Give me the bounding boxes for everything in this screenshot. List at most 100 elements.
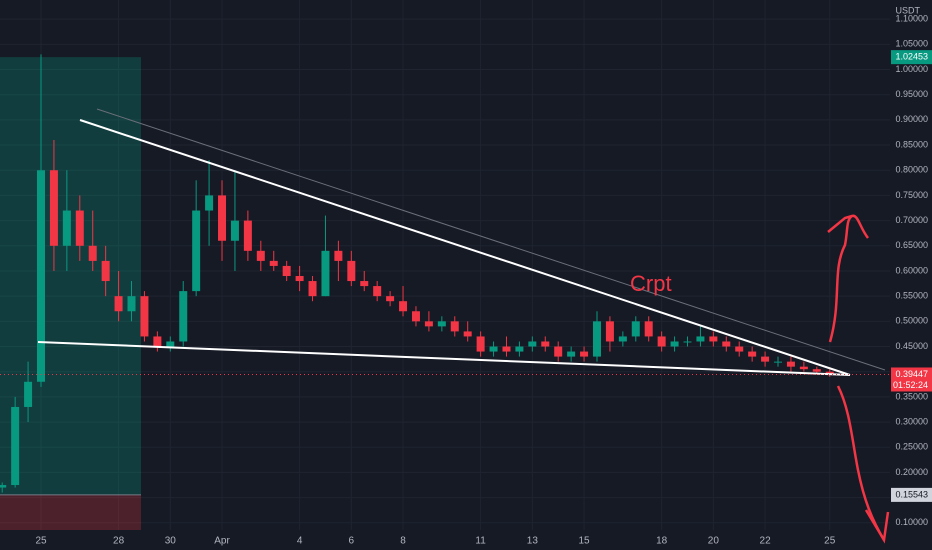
trendline-upper	[79, 119, 851, 376]
candle-body	[127, 296, 136, 312]
x-tick-label: Apr	[214, 536, 230, 547]
axes: 0.100000.150000.200000.250000.300000.350…	[0, 14, 932, 547]
candle-body	[295, 276, 304, 282]
candle-body	[554, 346, 563, 357]
candle-body	[321, 250, 330, 297]
candle-body	[230, 220, 239, 241]
candle-body	[37, 170, 45, 382]
price-axis	[890, 0, 932, 550]
candle-body	[489, 346, 498, 352]
candle-body	[541, 341, 550, 347]
y-tick-label: 0.70000	[895, 215, 928, 225]
y-tick-label: 0.30000	[895, 416, 928, 426]
x-tick-label: 30	[165, 536, 177, 547]
candle-body	[618, 336, 627, 342]
candle-body	[179, 291, 188, 342]
x-tick-label: 28	[113, 536, 125, 547]
candle-body	[825, 371, 834, 375]
candle-body	[735, 346, 744, 352]
x-tick-label: 15	[578, 536, 590, 547]
candle-body	[360, 281, 369, 287]
x-tick-label: 25	[35, 536, 47, 547]
y-tick-label: 0.80000	[895, 165, 928, 175]
candle-body	[722, 341, 731, 347]
candle-body	[774, 361, 783, 363]
candle-body	[631, 321, 640, 337]
candle-body	[205, 195, 214, 211]
y-tick-label: 1.10000	[895, 14, 928, 24]
x-tick-label: 18	[656, 536, 668, 547]
candle-body	[101, 260, 110, 282]
candle-body	[88, 245, 97, 261]
candle-body	[411, 311, 420, 322]
candle-body	[657, 336, 666, 347]
candle-body	[334, 250, 343, 261]
y-tick-label: 0.95000	[895, 89, 928, 99]
candle-body	[786, 361, 795, 367]
position-zones	[0, 57, 141, 530]
candle-body	[644, 321, 653, 337]
x-tick-label: 20	[708, 536, 720, 547]
y-tick-label: 0.45000	[895, 341, 928, 351]
candle-body	[424, 321, 433, 327]
candle-body	[256, 250, 265, 261]
y-tick-label: 0.35000	[895, 391, 928, 401]
candle-body	[463, 331, 472, 337]
arrow-down-head	[864, 509, 890, 544]
currency-label: USDT	[896, 5, 921, 15]
candle-body	[476, 336, 485, 352]
candle-body	[269, 260, 278, 266]
y-tick-label: 0.25000	[895, 442, 928, 452]
candle-body	[799, 366, 808, 370]
candle-body	[515, 346, 524, 352]
candle-body	[761, 356, 770, 362]
y-tick-label: 0.90000	[895, 114, 928, 124]
target-tag	[891, 50, 932, 65]
candle-body	[567, 351, 576, 357]
candle-body	[11, 406, 20, 486]
candle-body	[437, 321, 446, 327]
candle-body	[605, 321, 614, 342]
trendline-lower	[37, 341, 851, 376]
candle-body	[243, 220, 252, 251]
candle-body	[592, 321, 601, 357]
candle-body	[812, 369, 821, 372]
candle-body	[192, 210, 201, 292]
y-tick-label: 0.65000	[895, 240, 928, 250]
x-tick-label: 25	[824, 536, 836, 547]
y-tick-label: 0.55000	[895, 291, 928, 301]
candle-body	[153, 336, 162, 347]
candle-body	[282, 265, 291, 277]
candle-body	[0, 485, 7, 488]
candle-body	[114, 296, 123, 312]
x-tick-label: 6	[349, 536, 355, 547]
x-tick-label: 13	[527, 536, 539, 547]
y-tick-label: 0.75000	[895, 190, 928, 200]
entry-tag-label: 0.15543	[895, 489, 928, 499]
target-tag-label: 1.02453	[895, 52, 928, 62]
candle-body	[528, 341, 537, 347]
entry-tag	[891, 487, 932, 502]
y-tick-label: 1.00000	[895, 64, 928, 74]
candle-body	[373, 286, 382, 297]
price-tag	[891, 367, 932, 392]
candle-body	[140, 296, 149, 337]
candle-body	[709, 336, 718, 342]
price-tag-label: 0.39447	[895, 369, 928, 379]
channel-line	[96, 108, 886, 371]
loss-zone	[0, 494, 141, 530]
candle-body	[748, 351, 757, 357]
arrow-up-head	[827, 214, 853, 233]
candle-body	[580, 351, 589, 357]
candle-body	[399, 301, 408, 312]
candle-body	[49, 170, 58, 246]
y-tick-label: 0.50000	[895, 316, 928, 326]
x-tick-label: 4	[297, 536, 303, 547]
arrow-up	[828, 214, 869, 343]
annotation: Crpt	[630, 271, 672, 296]
y-tick-label: 1.05000	[895, 39, 928, 49]
candle-body	[450, 321, 459, 332]
candle-body	[386, 296, 395, 302]
candle-body	[347, 260, 356, 282]
